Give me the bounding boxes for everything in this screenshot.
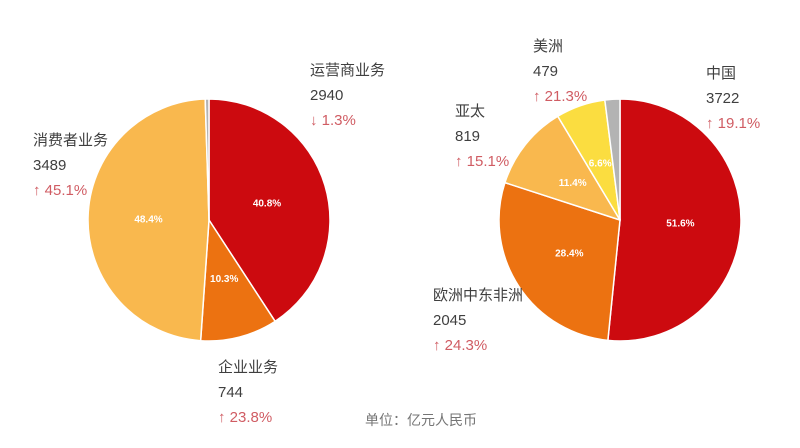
region-change: ↑ 24.3% <box>433 337 488 354</box>
region-value: 819 <box>455 128 481 145</box>
segment-change: ↓ 1.3% <box>310 112 356 129</box>
segment-label: 企业业务 <box>218 359 279 376</box>
pie-0-pct-label-0: 40.8% <box>253 198 281 209</box>
segment-label: 运营商业务 <box>310 62 386 79</box>
callout-china: 中国 3722 ↑ 19.1% <box>706 61 760 136</box>
pie-1-slice-4-other <box>604 98 621 221</box>
pie-1-pct-label-1: 28.4% <box>555 249 583 260</box>
segment-change: ↑ 45.1% <box>33 182 88 199</box>
pie-1-pct-label-3: 6.6% <box>589 158 612 169</box>
region-change: ↑ 19.1% <box>706 115 761 132</box>
region-value: 3722 <box>706 90 740 107</box>
pie-0-slice-2-消费者业务 <box>87 98 210 342</box>
callout-emea: 欧洲中东非洲 2045 ↑ 24.3% <box>433 283 523 358</box>
unit-note: 单位：亿元人民币 <box>365 412 477 428</box>
callout-consumer-business: 消费者业务 3489 ↑ 45.1% <box>33 128 108 203</box>
region-value: 479 <box>533 63 559 80</box>
region-change: ↑ 15.1% <box>455 153 510 170</box>
region-label: 亚太 <box>455 103 486 120</box>
segment-change: ↑ 23.8% <box>218 409 273 426</box>
segment-value: 2940 <box>310 87 344 104</box>
callout-enterprise-business: 企业业务 744 ↑ 23.8% <box>218 355 278 430</box>
pie-0-pct-label-1: 10.3% <box>210 274 238 285</box>
region-label: 中国 <box>706 65 737 82</box>
region-value: 2045 <box>433 312 467 329</box>
callout-americas: 美洲 479 ↑ 21.3% <box>533 34 587 109</box>
callout-apac: 亚太 819 ↑ 15.1% <box>455 99 509 174</box>
segment-value: 744 <box>218 384 244 401</box>
pie-1-pct-label-2: 11.4% <box>559 178 587 189</box>
pie-1-slice-2-亚太 <box>504 115 621 221</box>
pie-1-pct-label-0: 51.6% <box>666 219 694 230</box>
pie-1-slice-1-欧洲中东非洲 <box>498 181 621 342</box>
region-label: 欧洲中东非洲 <box>433 287 524 304</box>
pie-1-slice-0-中国 <box>607 98 742 342</box>
pie-0-pct-label-2: 48.4% <box>134 214 162 225</box>
callout-carrier-business: 运营商业务 2940 ↓ 1.3% <box>310 58 385 133</box>
pie-0-slice-3-other <box>204 98 210 221</box>
region-label: 美洲 <box>533 38 564 55</box>
segment-value: 3489 <box>33 157 67 174</box>
segment-label: 消费者业务 <box>33 132 109 149</box>
pie-0-slice-1-企业业务 <box>199 219 276 342</box>
region-change: ↑ 21.3% <box>533 88 588 105</box>
